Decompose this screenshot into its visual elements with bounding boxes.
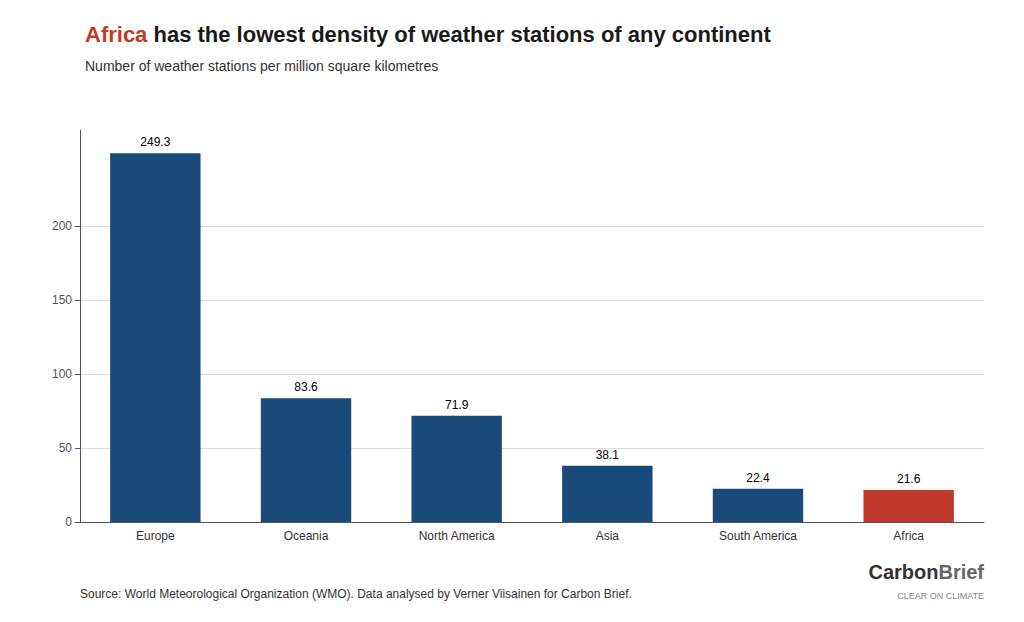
svg-text:Brief: Brief <box>938 561 984 583</box>
svg-text:Source: World Meteorological O: Source: World Meteorological Organizatio… <box>80 587 632 601</box>
svg-text:249.3: 249.3 <box>140 135 170 149</box>
svg-text:50: 50 <box>59 441 73 455</box>
svg-text:Oceania: Oceania <box>284 529 329 543</box>
svg-text:Europe: Europe <box>136 529 175 543</box>
svg-text:Number of weather stations per: Number of weather stations per million s… <box>85 58 438 74</box>
svg-text:has the lowest density of weat: has the lowest density of weather statio… <box>147 22 771 47</box>
svg-text:Carbon: Carbon <box>868 561 938 583</box>
svg-text:Asia: Asia <box>596 529 620 543</box>
svg-text:71.9: 71.9 <box>445 398 469 412</box>
svg-text:South America: South America <box>719 529 797 543</box>
svg-text:North America: North America <box>419 529 495 543</box>
svg-text:150: 150 <box>52 293 72 307</box>
svg-text:Africa: Africa <box>85 22 148 47</box>
svg-text:83.6: 83.6 <box>294 380 318 394</box>
svg-text:200: 200 <box>52 219 72 233</box>
svg-text:CLEAR ON CLIMATE: CLEAR ON CLIMATE <box>897 591 984 601</box>
svg-text:0: 0 <box>65 515 72 529</box>
svg-text:21.6: 21.6 <box>897 472 921 486</box>
svg-text:Africa: Africa <box>893 529 924 543</box>
svg-text:100: 100 <box>52 367 72 381</box>
svg-text:38.1: 38.1 <box>596 448 620 462</box>
svg-text:22.4: 22.4 <box>746 471 770 485</box>
